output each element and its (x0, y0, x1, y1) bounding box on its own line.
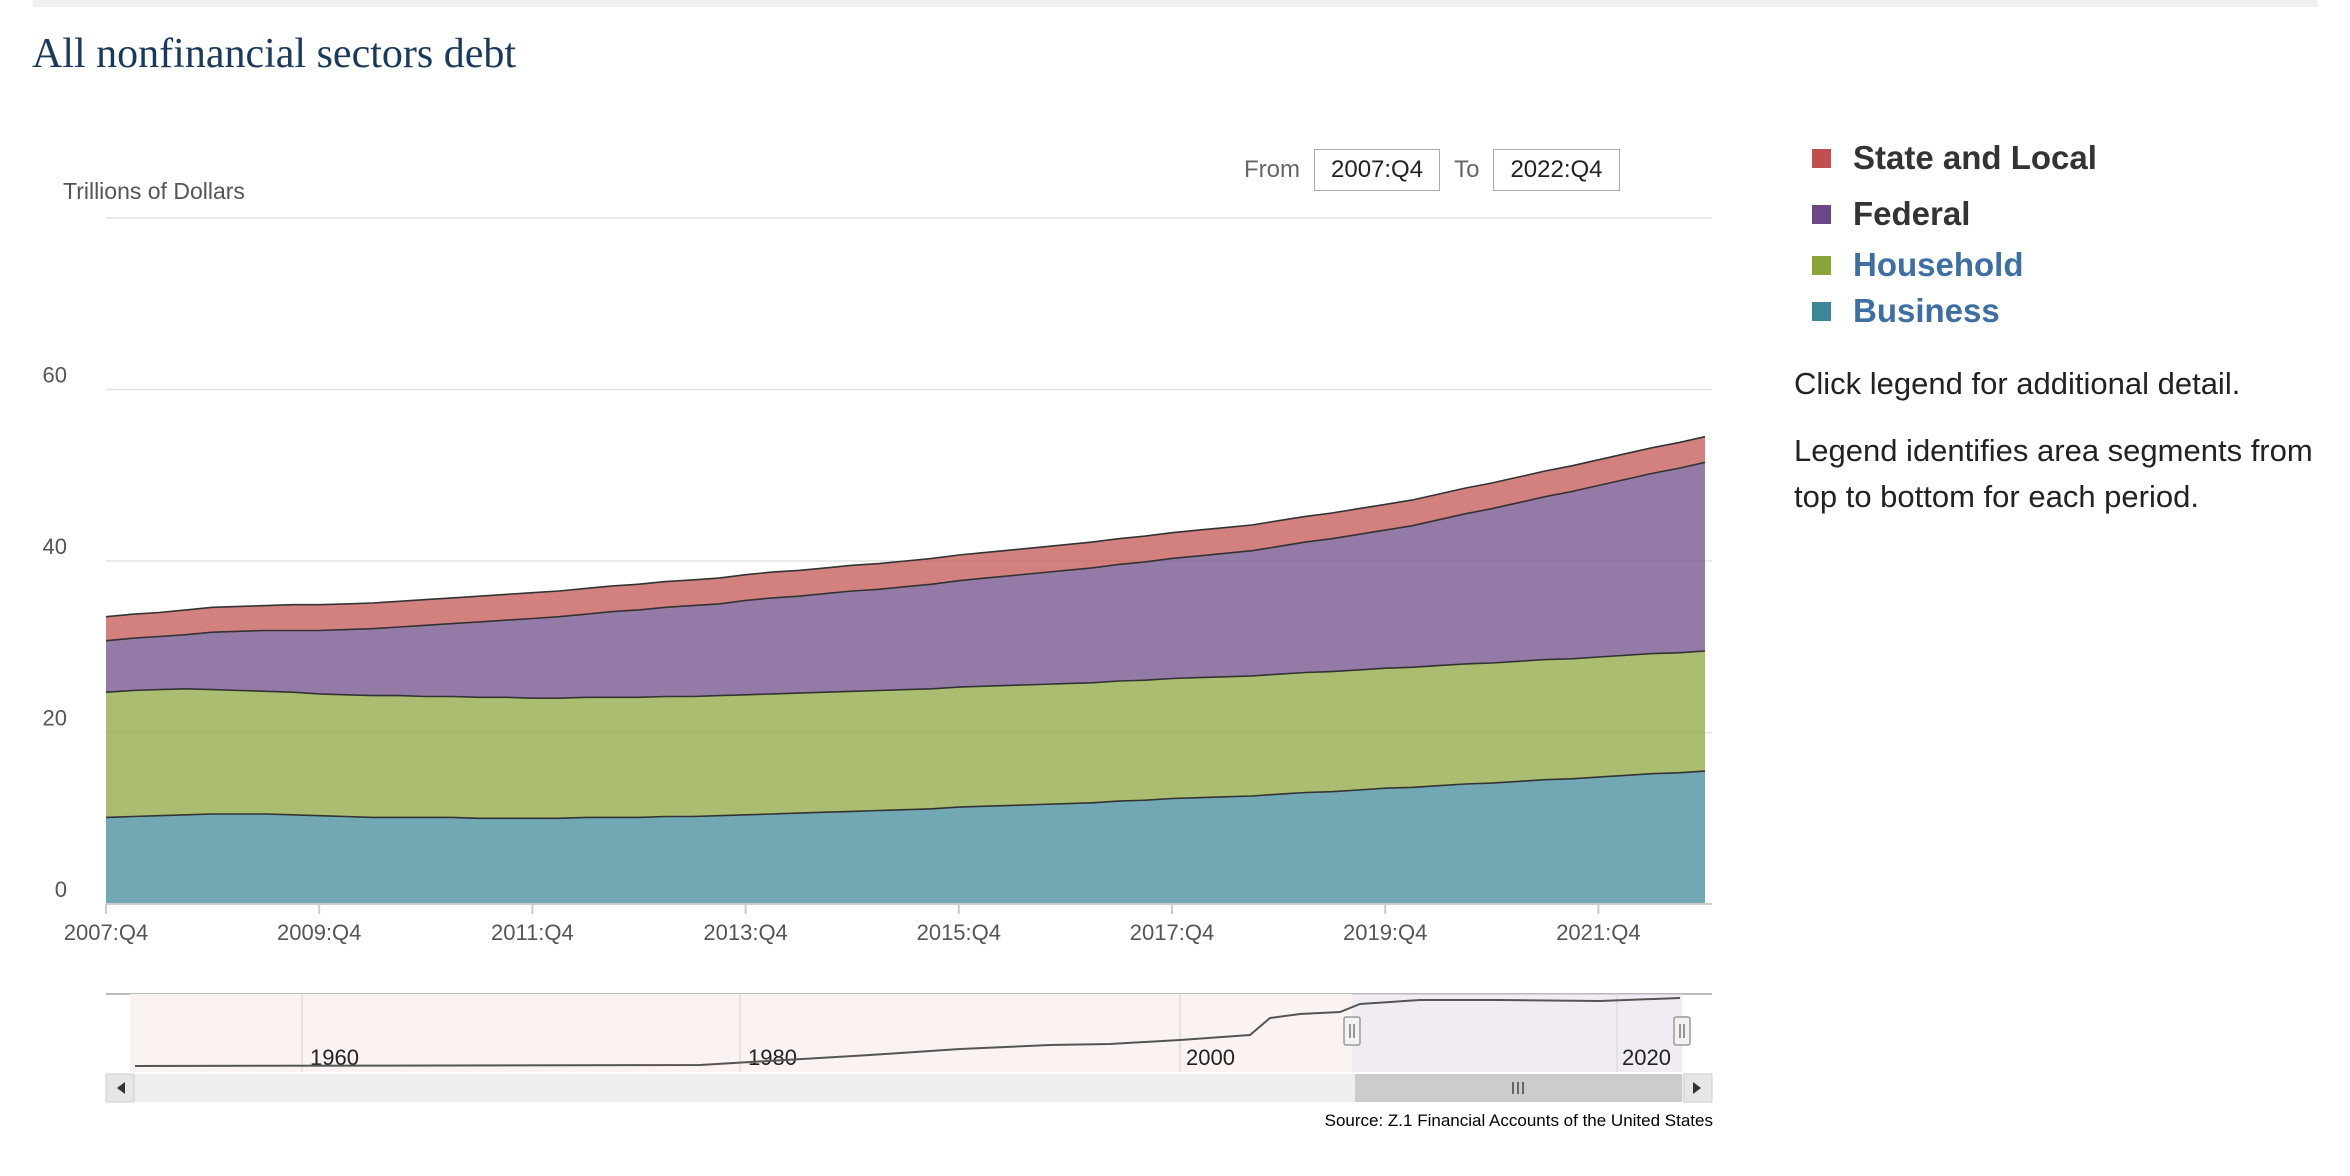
y-tick-label: 0 (55, 877, 67, 902)
x-tick-label: 2019:Q4 (1343, 920, 1427, 945)
line-federal (105, 461, 1706, 642)
area-household (106, 651, 1705, 819)
line-state-and-local (105, 435, 1706, 618)
navigator-year-label: 1980 (748, 1045, 797, 1070)
date-range-selector: From 2007:Q4 To 2022:Q4 (1230, 148, 1620, 192)
line-business (105, 770, 1706, 820)
legend-item-business[interactable]: Business (1812, 288, 2097, 334)
legend-label: Business (1853, 292, 2000, 329)
legend-item-state-and-local[interactable]: State and Local (1812, 130, 2097, 186)
arrow-right-icon (1693, 1082, 1701, 1094)
navigator-selection (1352, 994, 1682, 1072)
y-tick-label: 20 (43, 706, 67, 731)
page-title: All nonfinancial sectors debt (32, 31, 517, 77)
navigator-handle[interactable] (1343, 1016, 1361, 1046)
legend-note-click: Click legend for additional detail. (1794, 366, 2241, 401)
legend: State and Local Federal Household Busine… (1812, 130, 2097, 334)
x-tick-label: 2017:Q4 (1130, 920, 1214, 945)
navigator-series-line (134, 997, 1681, 1067)
legend-swatch-icon (1812, 301, 1831, 321)
area-federal (106, 462, 1705, 699)
to-input[interactable]: 2022:Q4 (1493, 149, 1620, 191)
legend-swatch-icon (1812, 255, 1831, 275)
from-input[interactable]: 2007:Q4 (1314, 149, 1441, 191)
line-household (105, 650, 1706, 699)
navigator-year-label: 2000 (1186, 1045, 1235, 1070)
y-tick-label: 60 (43, 363, 67, 388)
navigator-handle[interactable] (1673, 1016, 1691, 1046)
legend-swatch-icon (1812, 148, 1831, 168)
x-tick-label: 2007:Q4 (64, 920, 148, 945)
to-label: To (1454, 156, 1480, 183)
legend-note-order: Legend identifies area segments from top… (1794, 433, 2313, 514)
x-tick-label: 2009:Q4 (277, 920, 361, 945)
x-tick-label: 2015:Q4 (917, 920, 1001, 945)
x-tick-label: 2021:Q4 (1556, 920, 1640, 945)
stacked-area-chart: 0 20 40 60 Trillions of Dollars 2007:Q4 2009:Q… (43, 178, 1713, 1103)
area-business (106, 771, 1705, 904)
source-note: Source: Z.1 Financial Accounts of the Un… (1324, 1111, 1713, 1130)
x-tick-label: 2011:Q4 (491, 920, 574, 945)
legend-label: Household (1853, 246, 2024, 283)
top-bar (33, 0, 2318, 7)
y-axis-label: Trillions of Dollars (63, 178, 245, 204)
y-tick-label: 40 (43, 534, 67, 559)
x-tick-label: 2013:Q4 (703, 920, 787, 945)
legend-swatch-icon (1812, 204, 1831, 224)
legend-label: Federal (1853, 195, 1971, 232)
legend-label: State and Local (1853, 139, 2097, 176)
navigator-background (130, 994, 1352, 1072)
from-label: From (1244, 156, 1300, 183)
arrow-left-icon (117, 1082, 125, 1094)
area-state-and-local (106, 436, 1705, 641)
navigator-year-label: 2020 (1622, 1045, 1671, 1070)
legend-item-federal[interactable]: Federal (1812, 186, 2097, 242)
legend-item-household[interactable]: Household (1812, 242, 2097, 288)
